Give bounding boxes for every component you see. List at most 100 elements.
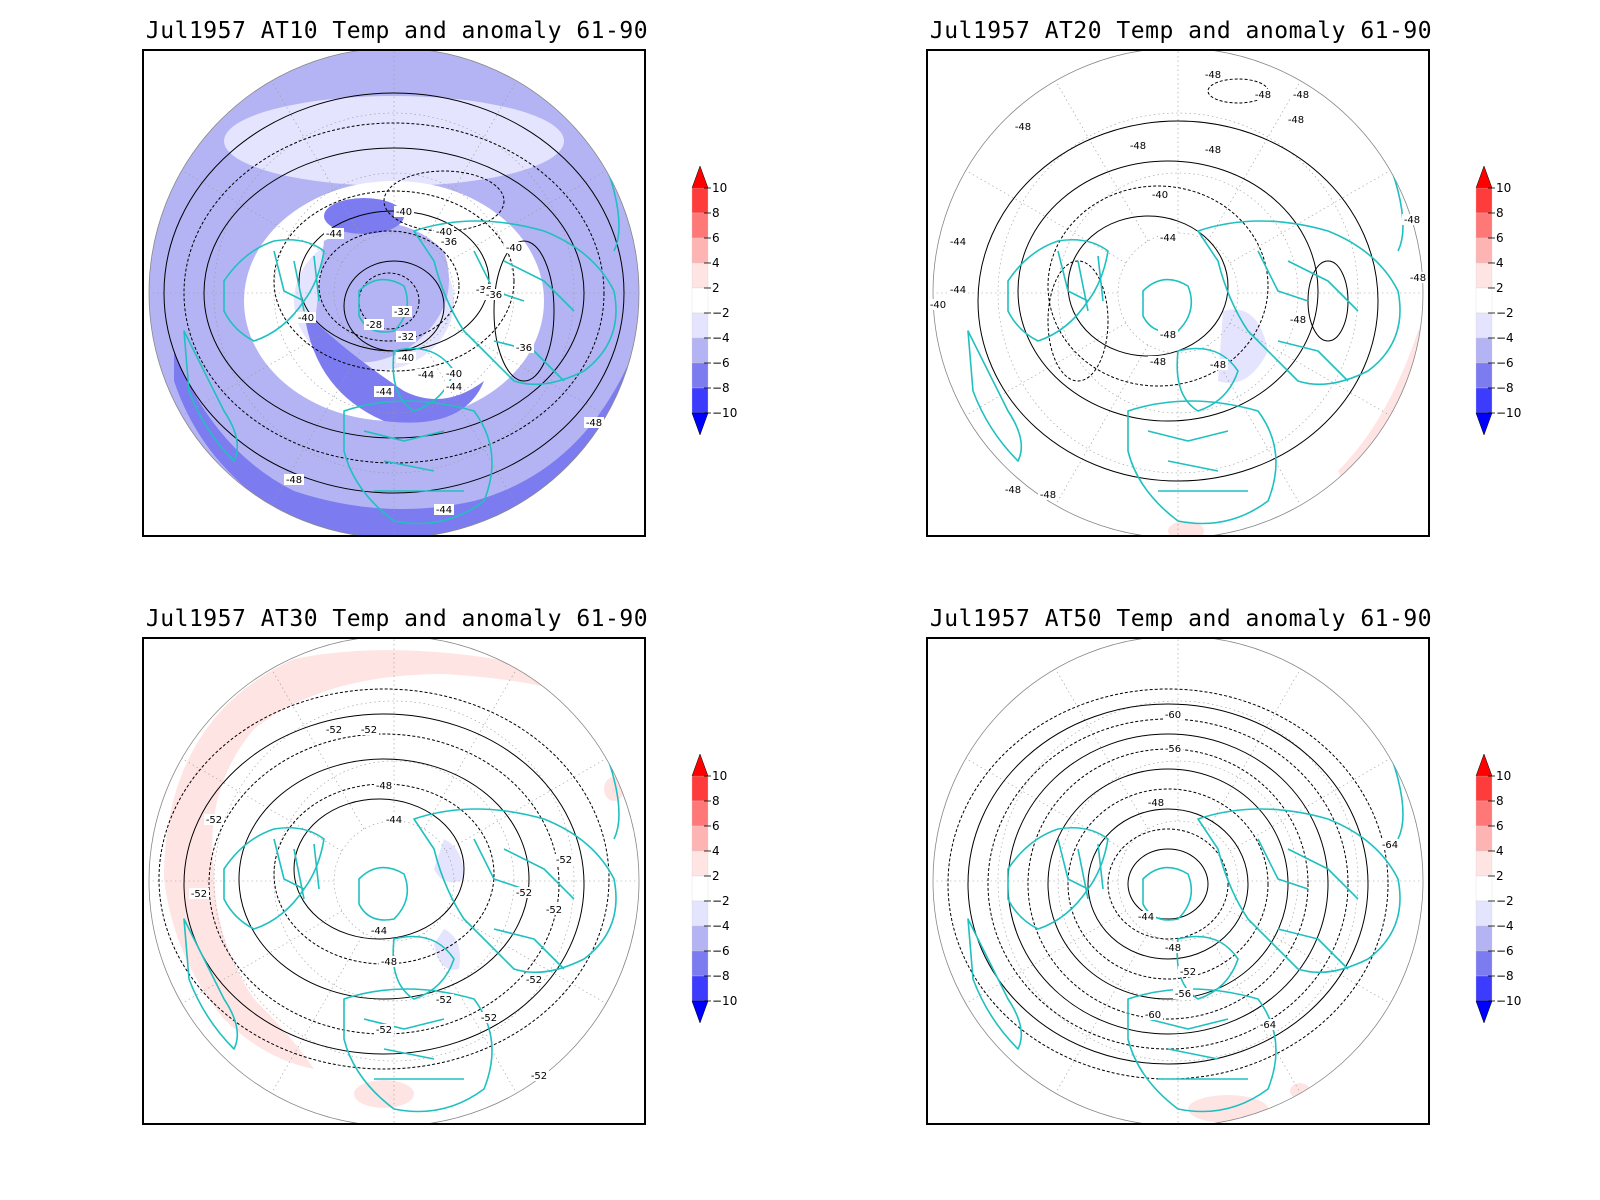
temperature-contour <box>183 122 605 464</box>
contour-label: -48 <box>1290 315 1306 326</box>
contour-label: -52 <box>546 905 562 916</box>
contour-label: -40 <box>298 313 314 324</box>
temperature-contour <box>293 798 465 940</box>
colorbar-tick-label: −8 <box>712 381 730 395</box>
contour-label: -40 <box>930 300 946 311</box>
colorbar-tick-label: 6 <box>712 231 720 245</box>
colorbar-tick-label: −4 <box>1496 331 1514 345</box>
colorbar-tick-label: −4 <box>712 919 730 933</box>
colorbar-segment <box>691 237 709 264</box>
colorbar-segment <box>1475 362 1493 389</box>
contour-label: -64 <box>1260 1020 1276 1031</box>
contour-label: -44 <box>950 237 966 248</box>
contour-label: -32 <box>398 332 414 343</box>
contour-label: -40 <box>398 353 414 364</box>
contour-label: -36 <box>486 290 502 301</box>
contour-label: -52 <box>516 888 532 899</box>
contour-label: -44 <box>446 382 462 393</box>
colorbar-tick-label: 4 <box>712 256 720 270</box>
colorbar-tick-label: 10 <box>712 181 727 195</box>
colorbar-segment <box>691 187 709 214</box>
temperature-contour <box>183 713 585 1055</box>
contour-label: -52 <box>191 889 207 900</box>
contour-label: -48 <box>286 475 302 486</box>
contour-label: -40 <box>506 243 522 254</box>
temperature-contour <box>158 688 610 1070</box>
colorbar-tick-label: −10 <box>712 994 737 1008</box>
panel-title: Jul1957 AT30 Temp and anomaly 61-90 <box>145 606 649 632</box>
colorbar-segment <box>691 312 709 339</box>
colorbar-segment <box>691 337 709 364</box>
colorbar-segment <box>691 825 709 852</box>
contour-label: -44 <box>418 370 434 381</box>
map-panel-at10: Jul1957 AT10 Temp and anomaly 61-90 -40-… <box>142 18 902 578</box>
colorbar-tick-label: −10 <box>1496 994 1521 1008</box>
contour-label: -48 <box>381 957 397 968</box>
colorbar-tick-label: −4 <box>1496 919 1514 933</box>
colorbar-tick-label: −4 <box>712 331 730 345</box>
contour-label: -52 <box>361 725 377 736</box>
colorbar-tick-label: 6 <box>1496 819 1504 833</box>
contour-label: -36 <box>441 237 457 248</box>
colorbar-segment <box>1475 312 1493 339</box>
colorbar-segment <box>691 287 709 314</box>
colorbar-segment <box>691 875 709 902</box>
colorbar-tick-label: 8 <box>712 794 720 808</box>
contour-label: -48 <box>1165 943 1181 954</box>
temperature-contour <box>967 703 1369 1065</box>
contour-label: -52 <box>206 815 222 826</box>
colorbar-tick-label: 2 <box>1496 869 1504 883</box>
colorbar: 10 8 6 4 2 −2 −4 −6 −8 −10 <box>1472 165 1532 446</box>
contour-label: -48 <box>1210 360 1226 371</box>
colorbar: 10 8 6 4 2 −2 −4 −6 −8 −10 <box>688 753 748 1034</box>
colorbar-segment <box>691 900 709 927</box>
coastlines <box>967 718 1404 1113</box>
colorbar-segment <box>1475 875 1493 902</box>
colorbar-segment <box>691 212 709 239</box>
colorbar-tick-label: 10 <box>1496 769 1511 783</box>
colorbar-tick-label: 2 <box>712 869 720 883</box>
colorbar-tick-label: 2 <box>712 281 720 295</box>
colorbar-tick-label: −8 <box>712 969 730 983</box>
polar-map-frame: -60 -56 -48 -44 -48 -52 -56 -60 -64 -64 <box>926 637 1430 1125</box>
contour-label: -48 <box>1288 115 1304 126</box>
contour-label: -44 <box>386 815 402 826</box>
colorbar-segment <box>691 262 709 289</box>
contour-label: -32 <box>394 307 410 318</box>
colorbar-segment <box>691 950 709 977</box>
contour-label: -56 <box>1175 989 1191 1000</box>
colorbar-segment <box>1475 287 1493 314</box>
panel-title: Jul1957 AT50 Temp and anomaly 61-90 <box>929 606 1433 632</box>
graticule <box>149 639 639 1123</box>
contour-label: -48 <box>1255 90 1271 101</box>
polar-stereographic-map: -52 -52 -48 -44 -52 -52 -52 -52 -52 -44 -48 -52 -52 -… <box>148 639 640 1123</box>
colorbar-tick-label: 10 <box>1496 181 1511 195</box>
colorbar-segment <box>691 975 709 1002</box>
colorbar-tick-label: −2 <box>1496 306 1514 320</box>
colorbar-tick-label: −6 <box>1496 356 1514 370</box>
colorbar-segment <box>691 800 709 827</box>
contour-label: -48 <box>1148 798 1164 809</box>
polar-stereographic-map: -60 -56 -48 -44 -48 -52 -56 -60 -64 -64 <box>932 639 1424 1123</box>
colorbar-segment <box>1475 187 1493 214</box>
temperature-contour <box>1087 808 1249 960</box>
polar-stereographic-map: -48 -48 -48 -48 -48 -48 -48 -44 -44 -40 -40 -44 -48 -… <box>928 51 1428 535</box>
map-panel-at20: Jul1957 AT20 Temp and anomaly 61-90 -48-… <box>926 18 1600 578</box>
contour-label: -48 <box>376 781 392 792</box>
contour-label: -28 <box>366 320 382 331</box>
contour-label: -36 <box>516 343 532 354</box>
graticule <box>933 639 1423 1123</box>
contour-label: -52 <box>436 995 452 1006</box>
colorbar-segment <box>691 362 709 389</box>
contour-label: -44 <box>371 926 387 937</box>
graticule <box>933 51 1423 535</box>
colorbar-tick-label: −2 <box>712 306 730 320</box>
contour-label: -60 <box>1165 710 1181 721</box>
colorbar-tick-label: 4 <box>1496 256 1504 270</box>
temperature-contour <box>163 92 625 494</box>
colorbar-tick-label: −6 <box>712 944 730 958</box>
contour-label: -44 <box>436 505 452 516</box>
colorbar-segment <box>1475 212 1493 239</box>
colorbar-segment <box>691 387 709 414</box>
map-panel-at30: Jul1957 AT30 Temp and anomaly 61-90 -52 -… <box>142 606 902 1166</box>
